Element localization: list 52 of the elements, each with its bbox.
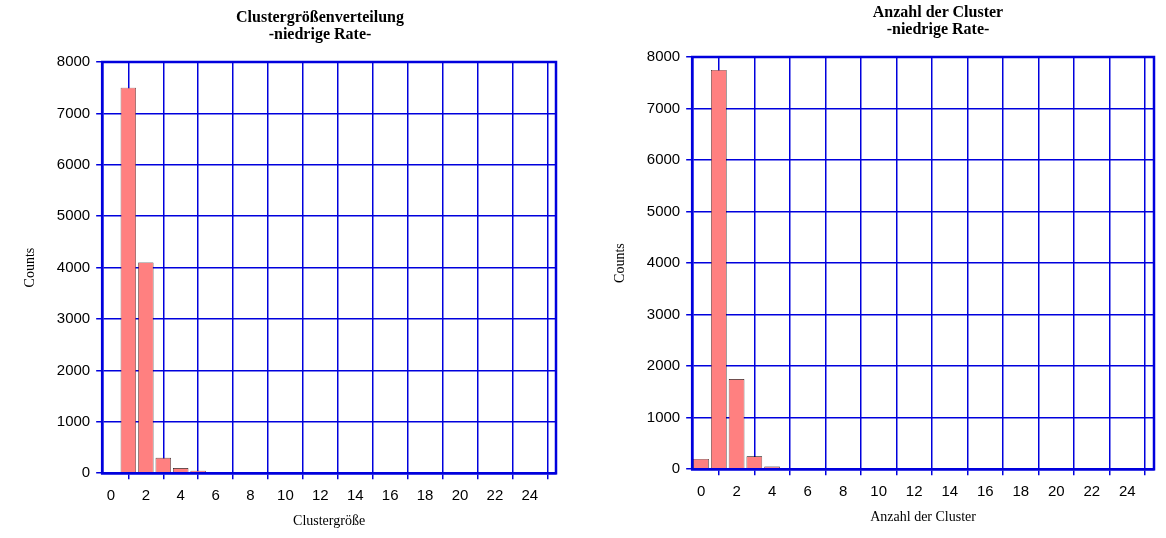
y-tick-label: 7000 xyxy=(646,98,681,116)
x-tick-label: 8 xyxy=(838,482,848,500)
y-tick-label: 6000 xyxy=(56,154,91,172)
y-tick-label: 5000 xyxy=(646,201,681,219)
x-tick-label: 12 xyxy=(312,486,329,504)
x-tick-label: 20 xyxy=(1047,482,1065,500)
x-tick-label: 16 xyxy=(381,486,399,504)
y-tick-label: 8000 xyxy=(56,52,91,70)
x-tick-label: 22 xyxy=(1083,482,1101,500)
y-tick-label: 6000 xyxy=(646,150,681,168)
x-tick-label: 6 xyxy=(803,482,812,500)
x-tick-label: 18 xyxy=(416,486,434,504)
y-tick-label: 1000 xyxy=(56,411,91,429)
y-tick-label: 4000 xyxy=(646,253,681,271)
x-tick-label: 2 xyxy=(141,486,150,504)
y-tick-label: 5000 xyxy=(56,206,91,224)
x-tick-label: 4 xyxy=(767,482,777,500)
x-tick-label: 18 xyxy=(1012,482,1030,500)
y-tick-label: 7000 xyxy=(56,103,91,121)
x-tick-label: 4 xyxy=(176,486,185,504)
y-axis-title: Counts xyxy=(612,243,628,283)
x-axis-title: Anzahl der Cluster xyxy=(870,509,977,525)
x-tick-label: 24 xyxy=(521,486,539,504)
x-tick-label: 24 xyxy=(1119,482,1136,500)
y-tick-label: 8000 xyxy=(646,47,681,65)
y-axis-title: Counts xyxy=(22,247,38,288)
chart-subtitle: -niedrige Rate- xyxy=(268,25,372,42)
x-tick-label: 14 xyxy=(941,482,959,500)
y-tick-label: 2000 xyxy=(56,360,91,378)
x-tick-label: 10 xyxy=(277,486,294,504)
chart-subtitle: -niedrige Rate- xyxy=(886,20,990,37)
y-tick-label: 4000 xyxy=(56,257,91,275)
y-tick-label: 0 xyxy=(81,463,91,481)
x-tick-label: 0 xyxy=(696,482,706,500)
x-tick-label: 8 xyxy=(246,486,255,504)
x-tick-label: 0 xyxy=(106,486,116,504)
x-tick-label: 10 xyxy=(870,482,888,500)
y-tick-label: 3000 xyxy=(56,309,91,327)
y-tick-label: 1000 xyxy=(646,407,681,425)
x-tick-label: 14 xyxy=(346,486,364,504)
x-tick-label: 22 xyxy=(486,486,504,504)
y-tick-label: 3000 xyxy=(646,304,681,322)
x-tick-label: 6 xyxy=(211,486,220,504)
y-tick-label: 2000 xyxy=(646,356,681,374)
x-tick-label: 12 xyxy=(905,482,923,500)
y-tick-label: 0 xyxy=(671,459,681,477)
chart-title: Anzahl der Cluster xyxy=(872,3,1004,20)
x-axis-title: Clustergröße xyxy=(293,513,366,529)
x-tick-label: 20 xyxy=(451,486,469,504)
chart-title: Clustergrößenverteilung xyxy=(236,8,404,25)
x-tick-label: 16 xyxy=(976,482,994,500)
x-tick-label: 2 xyxy=(732,482,741,500)
